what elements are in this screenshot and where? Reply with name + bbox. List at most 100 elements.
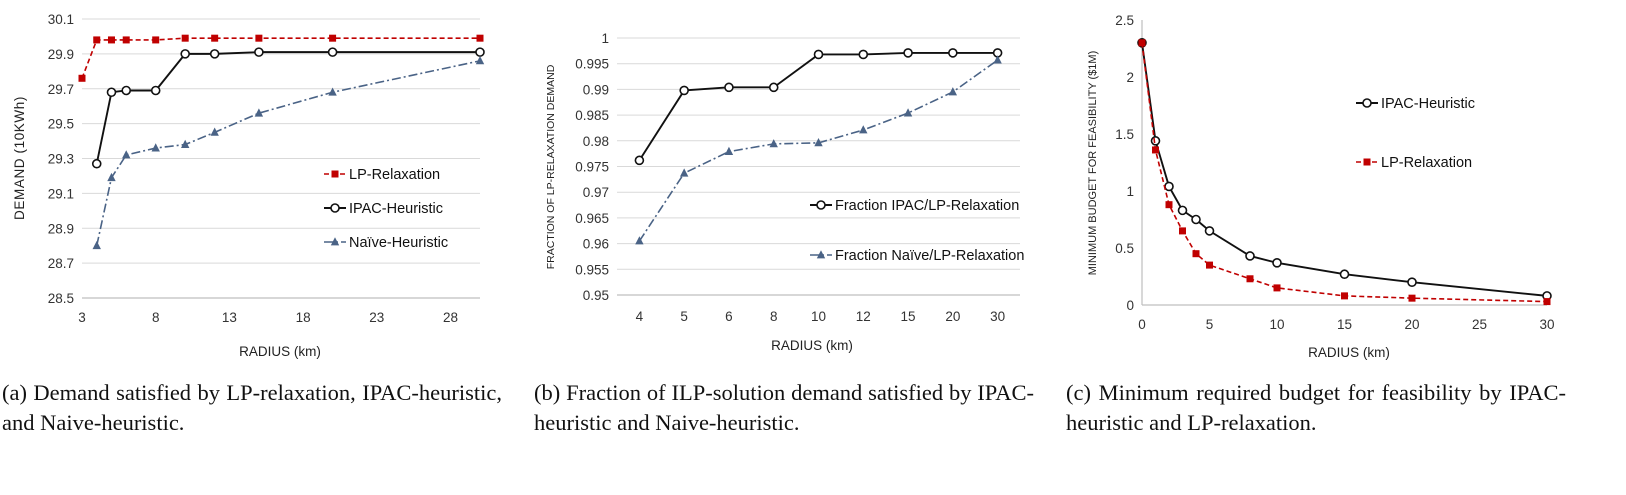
y-tick-label: 30.1 xyxy=(48,12,74,27)
y-tick-label: 1.5 xyxy=(1115,127,1134,142)
data-point-triangle xyxy=(328,87,337,96)
data-point-circle xyxy=(1204,226,1215,236)
data-point-square xyxy=(1206,261,1213,269)
data-point-circle xyxy=(858,49,869,60)
data-point-square xyxy=(1165,201,1173,209)
data-point-square xyxy=(211,34,219,42)
data-point-triangle xyxy=(679,168,689,177)
chart-b-fraction: 0.95 0.955 0.96 0.965 0.97 0.975 0.98 0.985 0.99… xyxy=(545,31,1024,353)
x-tick-label: 4 xyxy=(636,309,644,324)
data-point-triangle xyxy=(180,139,190,148)
x-tick-label: 30 xyxy=(1539,317,1554,332)
x-tick-label: 20 xyxy=(945,309,960,324)
data-point-square xyxy=(255,34,263,42)
x-tick-label: 5 xyxy=(1206,317,1214,332)
data-point-circle xyxy=(948,48,958,58)
x-tick-label: 8 xyxy=(770,309,778,324)
data-point-square xyxy=(1179,227,1186,235)
data-point-circle xyxy=(768,82,779,93)
x-tick-label: 10 xyxy=(811,309,826,324)
data-point-circle xyxy=(1407,277,1417,288)
data-point-square xyxy=(78,74,86,82)
data-point-square xyxy=(93,36,101,44)
data-point-square xyxy=(107,36,115,44)
data-point-square xyxy=(181,34,189,42)
data-point-triangle xyxy=(210,127,219,136)
data-point-circle xyxy=(150,85,161,96)
legend-label: Fraction IPAC/LP-Relaxation xyxy=(835,198,1019,214)
series-line-square xyxy=(1141,42,1548,303)
y-tick-label: 29.7 xyxy=(48,82,74,97)
legend-label: IPAC-Heuristic xyxy=(1381,96,1475,112)
x-tick-label: 23 xyxy=(369,310,384,325)
data-point-circle xyxy=(634,155,645,166)
chart-a-demand: 28.5 28.7 28.9 29.1 29.3 29.5 29.7 29.9 30.1 3 8 13… xyxy=(12,12,485,359)
chart-b-ylabel: FRACTION OF LP-RELAXATION DEMAND xyxy=(545,64,557,269)
legend-label: Fraction Naïve/LP-Relaxation xyxy=(835,248,1024,264)
x-tick-label: 12 xyxy=(856,309,871,324)
chart-c-budget: 0 0.5 1 1.5 2 2.5 0 5 10 15 20 25 30 RADIUS (km) MIN… xyxy=(1087,13,1555,360)
data-point-triangle xyxy=(859,125,868,134)
x-tick-label: 30 xyxy=(990,309,1005,324)
data-point-circle xyxy=(724,82,734,93)
y-tick-label: 29.5 xyxy=(48,117,74,132)
y-tick-label: 29.9 xyxy=(48,47,74,62)
data-point-triangle xyxy=(122,150,131,159)
data-point-triangle xyxy=(724,146,734,155)
legend-marker xyxy=(1362,98,1372,108)
data-point-circle xyxy=(121,85,132,96)
data-point-circle xyxy=(1191,214,1201,225)
x-tick-label: 13 xyxy=(222,310,237,325)
data-point-triangle xyxy=(769,139,778,148)
x-tick-label: 0 xyxy=(1138,317,1146,332)
data-point-circle xyxy=(209,49,220,59)
y-tick-label: 0.5 xyxy=(1115,241,1134,256)
y-tick-label: 0.985 xyxy=(575,108,609,123)
data-point-square xyxy=(1408,294,1416,302)
legend-marker xyxy=(816,200,826,210)
legend-marker xyxy=(330,203,340,213)
legend-label: IPAC-Heuristic xyxy=(349,201,443,217)
data-point-circle xyxy=(1150,136,1161,146)
y-tick-label: 0.975 xyxy=(575,160,609,175)
chart-a-ylabel: DEMAND (10KWh) xyxy=(12,96,27,220)
data-point-circle xyxy=(903,48,913,58)
data-point-circle xyxy=(1164,181,1174,192)
y-tick-label: 2.5 xyxy=(1115,13,1134,28)
y-tick-label: 1 xyxy=(1126,184,1134,199)
y-tick-label: 29.3 xyxy=(48,152,74,167)
legend-label: Naïve-Heuristic xyxy=(349,235,448,251)
x-tick-label: 28 xyxy=(443,310,458,325)
caption-a: (a) Demand satisfied by LP-relaxation, I… xyxy=(2,380,502,435)
data-point-square xyxy=(1152,146,1159,154)
y-tick-label: 0.95 xyxy=(583,288,609,303)
x-tick-label: 6 xyxy=(725,309,733,324)
y-tick-label: 28.9 xyxy=(48,221,74,236)
data-point-triangle xyxy=(993,55,1002,64)
y-tick-label: 0 xyxy=(1126,298,1134,313)
legend-marker xyxy=(1363,158,1371,166)
data-point-circle xyxy=(1245,251,1255,261)
x-tick-label: 5 xyxy=(680,309,688,324)
data-point-square xyxy=(476,34,484,42)
y-tick-label: 28.7 xyxy=(48,256,74,271)
y-tick-label: 0.99 xyxy=(583,82,609,97)
data-point-circle xyxy=(1272,258,1282,268)
y-tick-label: 1 xyxy=(601,31,609,46)
chart-c-ylabel: MINIMUM BUDGET FOR FEASIBILITY ($1M) xyxy=(1087,51,1099,276)
data-point-circle xyxy=(327,47,338,57)
chart-b-xlabel: RADIUS (km) xyxy=(771,338,853,353)
data-point-circle xyxy=(1177,205,1188,216)
data-point-square xyxy=(1341,292,1348,300)
caption-b: (b) Fraction of ILP-solution demand sati… xyxy=(534,380,1034,435)
chart-a-xlabel: RADIUS (km) xyxy=(239,344,321,359)
legend-label: LP-Relaxation xyxy=(1381,155,1472,171)
x-tick-label: 10 xyxy=(1269,317,1284,332)
data-point-circle xyxy=(679,85,689,96)
x-tick-label: 20 xyxy=(1404,317,1419,332)
data-point-square xyxy=(152,36,160,44)
data-point-circle xyxy=(1339,269,1350,280)
data-point-triangle xyxy=(92,240,101,250)
y-tick-label: 0.965 xyxy=(575,211,609,226)
y-tick-label: 0.995 xyxy=(575,57,609,72)
